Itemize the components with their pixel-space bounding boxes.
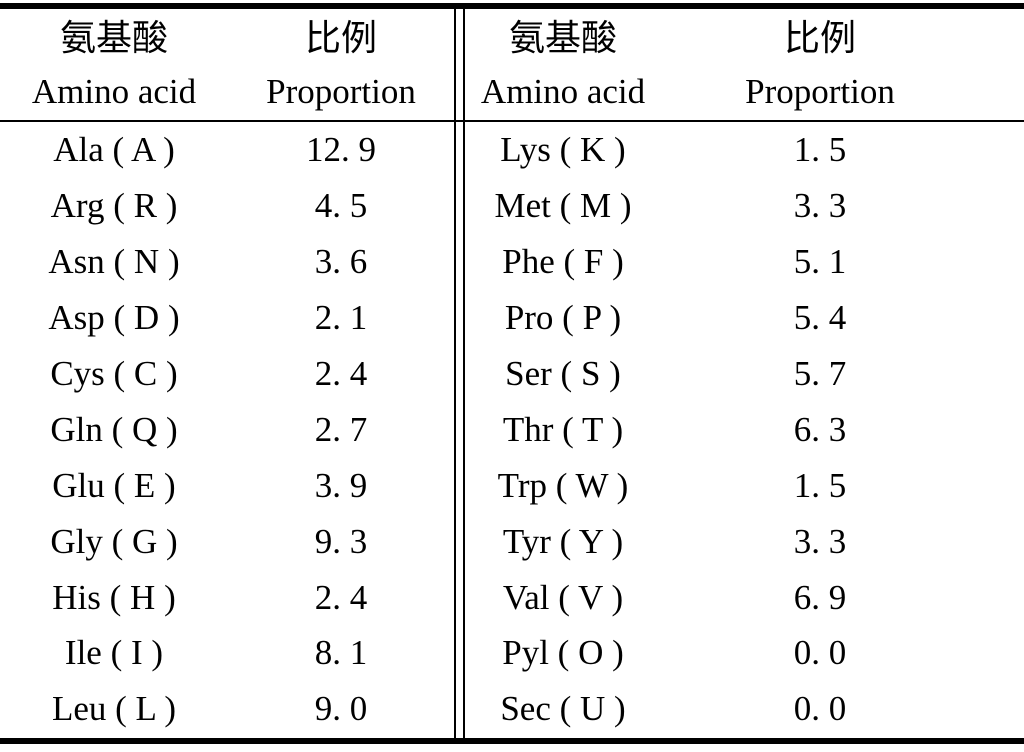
proportion-header-zh: 比例 <box>783 18 856 58</box>
table-row: Ala ( A ) 12. 9 <box>0 122 454 178</box>
table-row: Asn ( N ) 3. 6 <box>0 234 454 290</box>
table-row: Phe ( F ) 5. 1 <box>465 234 1024 290</box>
table-left-panel: 氨基酸 Amino acid 比例 Proportion Ala ( A ) 1… <box>0 9 454 737</box>
proportion-value: 3. 3 <box>793 521 847 561</box>
proportion-value: 5. 7 <box>793 354 847 393</box>
amino-acid-name: Ile ( I ) <box>64 633 164 673</box>
amino-acid-name: Pro ( P ) <box>504 298 622 338</box>
amino-acid-name: Gln ( Q ) <box>50 409 178 449</box>
proportion-value: 12. 9 <box>306 130 376 170</box>
amino-acid-header-en: Amino acid <box>480 72 646 111</box>
proportion-value: 5. 1 <box>793 242 847 282</box>
table-row: Thr ( T ) 6. 3 <box>465 401 1024 457</box>
table-row: Tyr ( Y ) 3. 3 <box>465 513 1024 569</box>
amino-acid-name: Lys ( K ) <box>500 130 626 170</box>
header-separator-rule <box>0 120 1024 122</box>
amino-acid-name: Sec ( U ) <box>500 689 626 729</box>
amino-acid-name: Phe ( F ) <box>502 242 624 282</box>
proportion-header-en: Proportion <box>745 72 895 111</box>
proportion-value: 2. 4 <box>314 354 368 393</box>
proportion-value: 2. 7 <box>314 409 368 449</box>
amino-acid-name: Tyr ( Y ) <box>502 521 624 561</box>
amino-acid-name: Gly ( G ) <box>50 521 178 561</box>
table-row: Ser ( S ) 5. 7 <box>465 346 1024 402</box>
double-vertical-divider <box>454 3 465 744</box>
proportion-value: 9. 3 <box>314 521 368 561</box>
proportion-value: 5. 4 <box>793 298 847 338</box>
table-row: Sec ( U ) 0. 0 <box>465 681 1024 737</box>
table-row: Cys ( C ) 2. 4 <box>0 346 454 402</box>
amino-acid-name: Pyl ( O ) <box>502 633 624 673</box>
right-header-row: 氨基酸 Amino acid 比例 Proportion <box>465 9 1024 120</box>
amino-acid-name: Cys ( C ) <box>50 354 178 393</box>
proportion-value: 4. 5 <box>314 186 368 226</box>
table-row: Gln ( Q ) 2. 7 <box>0 401 454 457</box>
proportion-header-en: Proportion <box>266 72 416 111</box>
proportion-header-zh: 比例 <box>304 18 377 58</box>
proportion-value: 3. 9 <box>314 465 368 505</box>
left-header-row: 氨基酸 Amino acid 比例 Proportion <box>0 9 454 120</box>
table-row: Val ( V ) 6. 9 <box>465 569 1024 625</box>
table-row: Glu ( E ) 3. 9 <box>0 457 454 513</box>
amino-acid-name: Asp ( D ) <box>48 298 180 338</box>
proportion-value: 2. 4 <box>314 577 368 617</box>
proportion-value: 3. 3 <box>793 186 847 226</box>
table-top-rule <box>0 3 1024 9</box>
amino-acid-header-zh: 氨基酸 <box>59 18 168 58</box>
amino-acid-name: Val ( V ) <box>502 577 624 617</box>
table-row: Pro ( P ) 5. 4 <box>465 290 1024 346</box>
table-row: His ( H ) 2. 4 <box>0 569 454 625</box>
amino-acid-name: His ( H ) <box>52 577 176 617</box>
amino-acid-name: Thr ( T ) <box>502 409 624 449</box>
amino-acid-name: Arg ( R ) <box>50 186 178 226</box>
amino-acid-name: Trp ( W ) <box>497 465 629 505</box>
table-row: Arg ( R ) 4. 5 <box>0 178 454 234</box>
table-row: Ile ( I ) 8. 1 <box>0 625 454 681</box>
table-row: Gly ( G ) 9. 3 <box>0 513 454 569</box>
proportion-value: 8. 1 <box>314 633 368 673</box>
table-row: Pyl ( O ) 0. 0 <box>465 625 1024 681</box>
right-proportion-header: 比例 Proportion <box>661 9 979 120</box>
amino-acid-header-en: Amino acid <box>31 72 197 111</box>
table-row: Trp ( W ) 1. 5 <box>465 457 1024 513</box>
table-right-panel: 氨基酸 Amino acid 比例 Proportion Lys ( K ) 1… <box>465 9 1024 737</box>
proportion-value: 0. 0 <box>793 633 847 673</box>
proportion-value: 1. 5 <box>793 130 847 170</box>
proportion-value: 6. 9 <box>793 577 847 617</box>
right-amino-acid-header: 氨基酸 Amino acid <box>465 9 661 120</box>
proportion-value: 6. 3 <box>793 409 847 449</box>
proportion-value: 0. 0 <box>793 689 847 729</box>
amino-acid-name: Asn ( N ) <box>48 242 180 282</box>
amino-acid-name: Ala ( A ) <box>53 130 175 170</box>
proportion-value: 1. 5 <box>793 465 847 505</box>
left-proportion-header: 比例 Proportion <box>228 9 454 120</box>
table-row: Asp ( D ) 2. 1 <box>0 290 454 346</box>
table-row: Lys ( K ) 1. 5 <box>465 122 1024 178</box>
table-bottom-rule <box>0 738 1024 744</box>
amino-acid-name: Ser ( S ) <box>505 354 621 393</box>
proportion-value: 2. 1 <box>314 298 368 338</box>
right-rows: Lys ( K ) 1. 5 Met ( M ) 3. 3 Phe ( F ) … <box>465 122 1024 737</box>
proportion-value: 9. 0 <box>314 689 368 729</box>
table-row: Met ( M ) 3. 3 <box>465 178 1024 234</box>
amino-acid-name: Glu ( E ) <box>52 465 176 505</box>
table-row: Leu ( L ) 9. 0 <box>0 681 454 737</box>
amino-acid-name: Leu ( L ) <box>51 689 177 729</box>
proportion-value: 3. 6 <box>314 242 368 282</box>
left-amino-acid-header: 氨基酸 Amino acid <box>0 9 228 120</box>
amino-acid-header-zh: 氨基酸 <box>508 18 617 58</box>
amino-acid-name: Met ( M ) <box>494 186 632 226</box>
left-rows: Ala ( A ) 12. 9 Arg ( R ) 4. 5 Asn ( N )… <box>0 122 454 737</box>
